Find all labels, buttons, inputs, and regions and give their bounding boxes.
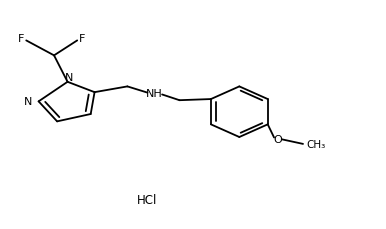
Text: CH₃: CH₃: [306, 139, 325, 149]
Text: F: F: [79, 34, 85, 44]
Text: HCl: HCl: [137, 193, 157, 206]
Text: N: N: [24, 96, 32, 106]
Text: N: N: [64, 72, 73, 82]
Text: F: F: [18, 34, 24, 44]
Text: NH: NH: [146, 89, 163, 99]
Text: O: O: [274, 135, 282, 145]
